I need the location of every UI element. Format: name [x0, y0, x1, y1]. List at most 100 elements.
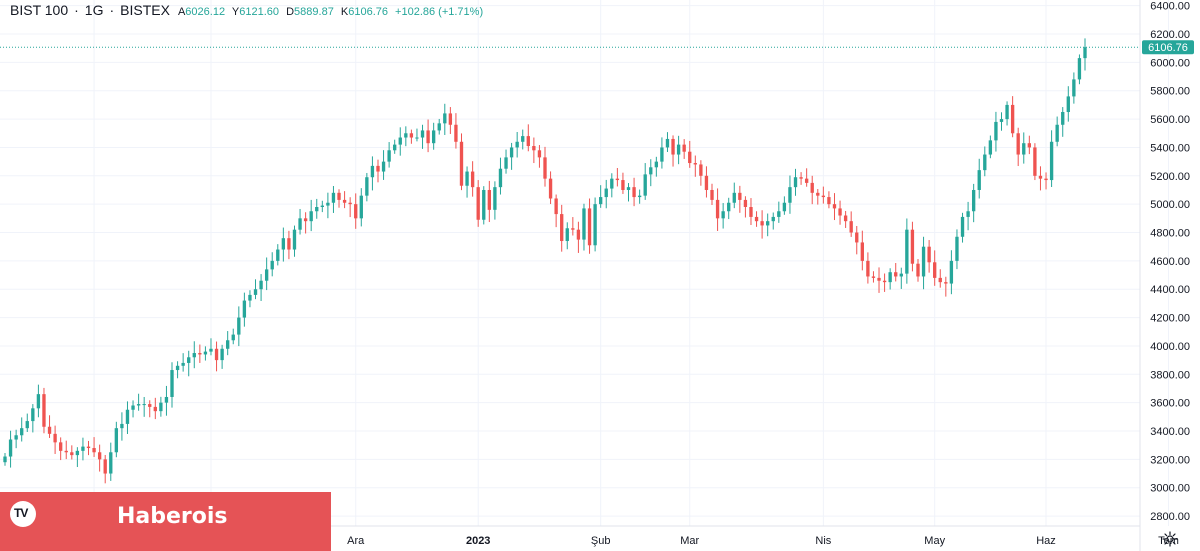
candle: [270, 252, 274, 277]
candle-body: [1083, 47, 1087, 59]
candle-body: [693, 163, 697, 165]
candle: [504, 149, 508, 174]
candle: [459, 133, 464, 191]
candle-body: [114, 428, 119, 453]
candle-body: [905, 229, 909, 274]
candle: [537, 145, 542, 168]
candle: [971, 183, 976, 223]
candle-body: [676, 144, 681, 155]
candle-body: [955, 236, 959, 261]
candle: [565, 222, 569, 250]
last-price-label: 6106.76: [1148, 42, 1188, 54]
candle: [933, 250, 937, 286]
candle-body: [721, 211, 725, 219]
candle-body: [699, 164, 703, 176]
candle-body: [821, 195, 826, 198]
candle-body: [70, 452, 74, 456]
interval-label[interactable]: 1G: [84, 2, 104, 18]
candle-body: [860, 242, 864, 261]
candle-body: [621, 180, 625, 190]
price-tick-label: 5200.00: [1150, 171, 1190, 183]
candle: [871, 271, 876, 283]
candle: [832, 193, 837, 221]
candle-body: [31, 408, 35, 422]
separator: ·: [74, 2, 79, 18]
candle-body: [109, 452, 113, 474]
candle: [1022, 132, 1026, 164]
candle-body: [281, 238, 286, 250]
candle: [682, 139, 686, 159]
candle-body: [999, 119, 1004, 122]
candle: [1072, 72, 1076, 104]
candle-body: [398, 137, 402, 145]
candle: [31, 404, 35, 433]
candle: [960, 212, 965, 243]
candle-body: [20, 428, 24, 436]
candle: [415, 128, 419, 142]
gear-icon[interactable]: [1162, 531, 1178, 547]
candle: [359, 188, 363, 227]
candle: [287, 230, 291, 260]
candle: [387, 142, 391, 168]
candle-body: [548, 178, 553, 199]
price-tick-label: 2800.00: [1150, 511, 1190, 523]
candle: [181, 353, 185, 372]
candle-body: [431, 130, 436, 144]
candle: [999, 112, 1004, 131]
close-key: K: [340, 6, 349, 18]
candle: [487, 180, 491, 223]
candle-body: [170, 370, 174, 397]
candle-body: [131, 405, 135, 410]
price-axis[interactable]: 2800.00 3000.00 3200.00 3400.00 3600.00 3800.…: [1150, 1, 1190, 523]
candle: [888, 268, 892, 290]
candle: [365, 172, 369, 202]
candle: [894, 263, 898, 282]
candle: [1027, 135, 1031, 155]
candle: [47, 415, 52, 438]
separator: ·: [109, 2, 115, 18]
candle-body: [910, 229, 915, 264]
symbol-name[interactable]: BIST 100: [10, 2, 69, 18]
candle: [381, 150, 386, 180]
candle: [20, 417, 24, 442]
candle: [977, 158, 981, 199]
candle: [560, 204, 564, 252]
time-tick-label: Mar: [680, 535, 699, 547]
candle: [1016, 127, 1020, 167]
candle-body: [838, 208, 842, 216]
candle: [509, 142, 514, 170]
candle-body: [1055, 124, 1059, 142]
candle-body: [938, 277, 942, 283]
candle-body: [882, 280, 887, 283]
candle-body: [1005, 104, 1009, 120]
candle: [70, 445, 74, 460]
candle-body: [927, 246, 931, 263]
candle-body: [1038, 175, 1043, 179]
candle-body: [782, 202, 787, 212]
candle: [821, 186, 826, 204]
candle-body: [515, 141, 519, 148]
candle: [125, 401, 130, 434]
candle: [281, 227, 286, 262]
candle: [242, 292, 247, 327]
candle: [175, 361, 180, 379]
candle: [237, 306, 241, 347]
candle-body: [148, 404, 152, 407]
high-value: 6121.60: [239, 6, 280, 18]
candle-body: [415, 137, 419, 139]
candle-body: [1016, 133, 1020, 155]
candle: [420, 124, 425, 149]
candle: [654, 156, 659, 177]
candle-body: [376, 165, 380, 172]
candle: [882, 273, 887, 292]
candle: [1005, 101, 1009, 126]
candle: [454, 113, 458, 149]
candle-body: [103, 459, 107, 474]
candle-body: [855, 232, 859, 243]
price-tick-label: 4600.00: [1150, 256, 1190, 268]
candle-body: [788, 187, 792, 203]
tradingview-logo-icon[interactable]: TV: [10, 501, 36, 527]
candle-body: [181, 362, 185, 366]
candle: [727, 197, 731, 220]
